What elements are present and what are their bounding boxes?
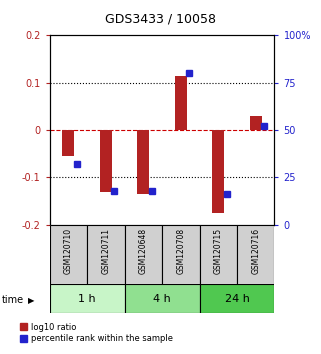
Bar bbox=[200, 284, 274, 313]
Bar bbox=[200, 225, 237, 285]
Text: 1 h: 1 h bbox=[78, 294, 96, 304]
Bar bbox=[162, 225, 200, 285]
Text: GSM120716: GSM120716 bbox=[251, 228, 260, 274]
Bar bbox=[137, 130, 149, 194]
Bar bbox=[50, 225, 87, 285]
Bar bbox=[63, 130, 74, 156]
Text: GSM120648: GSM120648 bbox=[139, 228, 148, 274]
Text: GSM120710: GSM120710 bbox=[64, 228, 73, 274]
Bar bbox=[125, 284, 200, 313]
Bar bbox=[237, 225, 274, 285]
Bar bbox=[212, 130, 224, 213]
Bar bbox=[87, 225, 125, 285]
Text: GDS3433 / 10058: GDS3433 / 10058 bbox=[105, 12, 216, 25]
Text: 24 h: 24 h bbox=[225, 294, 249, 304]
Bar bbox=[250, 116, 262, 130]
Legend: log10 ratio, percentile rank within the sample: log10 ratio, percentile rank within the … bbox=[20, 323, 173, 343]
Text: time: time bbox=[2, 295, 24, 305]
Bar bbox=[175, 76, 187, 130]
Text: GSM120708: GSM120708 bbox=[176, 228, 185, 274]
Text: GSM120711: GSM120711 bbox=[101, 228, 110, 274]
Text: GSM120715: GSM120715 bbox=[214, 228, 223, 274]
Text: ▶: ▶ bbox=[28, 296, 35, 305]
Bar bbox=[50, 284, 125, 313]
Bar bbox=[100, 130, 112, 192]
Bar bbox=[125, 225, 162, 285]
Text: 4 h: 4 h bbox=[153, 294, 171, 304]
